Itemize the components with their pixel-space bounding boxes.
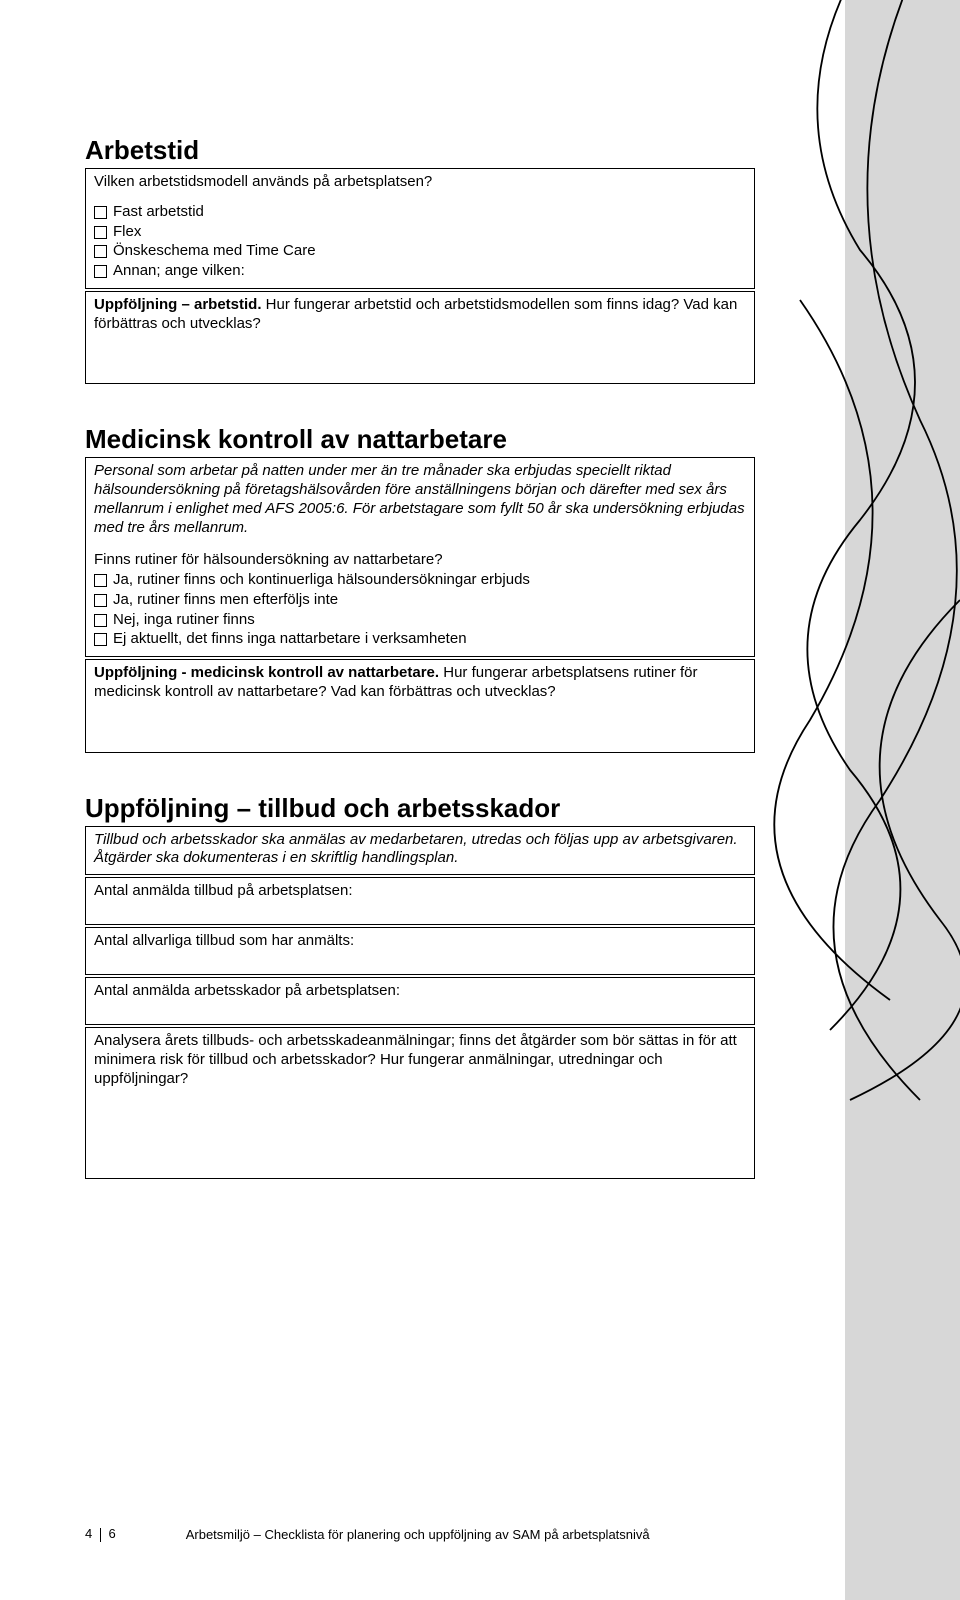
checkbox[interactable]	[94, 574, 107, 587]
checkbox[interactable]	[94, 226, 107, 239]
section-medicinsk-title: Medicinsk kontroll av nattarbetare	[85, 424, 755, 455]
checkbox-row: Ej aktuellt, det finns inga nattarbetare…	[94, 630, 746, 649]
right-sidebar	[845, 0, 960, 1600]
checkbox-row: Ja, rutiner finns och kontinuerliga häls…	[94, 571, 746, 590]
tillbud-row-label: Antal anmälda tillbud på arbetsplatsen:	[94, 882, 746, 901]
checkbox[interactable]	[94, 614, 107, 627]
arbetstid-question: Vilken arbetstidsmodell används på arbet…	[94, 173, 746, 192]
page-total: 6	[108, 1526, 115, 1541]
arbetstid-question-box: Vilken arbetstidsmodell används på arbet…	[85, 168, 755, 289]
checkbox-label: Annan; ange vilken:	[113, 262, 245, 281]
followup-text: Uppföljning – arbetstid. Hur fungerar ar…	[94, 296, 746, 334]
checkbox-label: Ja, rutiner finns men efterföljs inte	[113, 591, 338, 610]
checkbox-label: Ja, rutiner finns och kontinuerliga häls…	[113, 571, 530, 590]
tillbud-analysis: Analysera årets tillbuds- och arbetsskad…	[94, 1032, 746, 1088]
tillbud-intro: Tillbud och arbetsskador ska anmälas av …	[94, 831, 746, 869]
page-current: 4	[85, 1526, 92, 1541]
followup-label: Uppföljning – arbetstid.	[94, 296, 262, 313]
checkbox[interactable]	[94, 206, 107, 219]
followup-label: Uppföljning - medicinsk kontroll av natt…	[94, 664, 439, 681]
footer-doc-title: Arbetsmiljö – Checklista för planering o…	[186, 1527, 650, 1542]
checkbox-row: Flex	[94, 223, 746, 242]
tillbud-intro-box: Tillbud och arbetsskador ska anmälas av …	[85, 826, 755, 876]
tillbud-row-box: Antal anmälda tillbud på arbetsplatsen:	[85, 877, 755, 925]
checkbox-label: Fast arbetstid	[113, 203, 204, 222]
checkbox-row: Fast arbetstid	[94, 203, 746, 222]
tillbud-row-label: Antal allvarliga tillbud som har anmälts…	[94, 932, 746, 951]
medicinsk-question-box: Personal som arbetar på natten under mer…	[85, 457, 755, 657]
followup-text: Uppföljning - medicinsk kontroll av natt…	[94, 664, 746, 702]
page-divider	[100, 1528, 101, 1542]
tillbud-row-box: Antal anmälda arbetsskador på arbetsplat…	[85, 977, 755, 1025]
page-footer: 4 6 Arbetsmiljö – Checklista för planeri…	[85, 1526, 650, 1542]
checkbox-label: Ej aktuellt, det finns inga nattarbetare…	[113, 630, 467, 649]
checkbox-label: Flex	[113, 223, 141, 242]
checkbox-label: Önskeschema med Time Care	[113, 242, 316, 261]
checkbox-row: Annan; ange vilken:	[94, 262, 746, 281]
tillbud-analysis-box: Analysera årets tillbuds- och arbetsskad…	[85, 1027, 755, 1179]
tillbud-row-label: Antal anmälda arbetsskador på arbetsplat…	[94, 982, 746, 1001]
checkbox-row: Önskeschema med Time Care	[94, 242, 746, 261]
medicinsk-question: Finns rutiner för hälsoundersökning av n…	[94, 551, 746, 570]
medicinsk-intro: Personal som arbetar på natten under mer…	[94, 462, 746, 537]
page-number: 4 6	[85, 1526, 116, 1542]
medicinsk-followup-box: Uppföljning - medicinsk kontroll av natt…	[85, 659, 755, 753]
checkbox[interactable]	[94, 594, 107, 607]
checkbox[interactable]	[94, 245, 107, 258]
checkbox-row: Ja, rutiner finns men efterföljs inte	[94, 591, 746, 610]
section-tillbud-title: Uppföljning – tillbud och arbetsskador	[85, 793, 755, 824]
page-content: Arbetstid Vilken arbetstidsmodell använd…	[85, 135, 755, 1181]
checkbox[interactable]	[94, 265, 107, 278]
arbetstid-followup-box: Uppföljning – arbetstid. Hur fungerar ar…	[85, 291, 755, 385]
checkbox-row: Nej, inga rutiner finns	[94, 611, 746, 630]
checkbox[interactable]	[94, 633, 107, 646]
tillbud-row-box: Antal allvarliga tillbud som har anmälts…	[85, 927, 755, 975]
section-arbetstid-title: Arbetstid	[85, 135, 755, 166]
checkbox-label: Nej, inga rutiner finns	[113, 611, 255, 630]
